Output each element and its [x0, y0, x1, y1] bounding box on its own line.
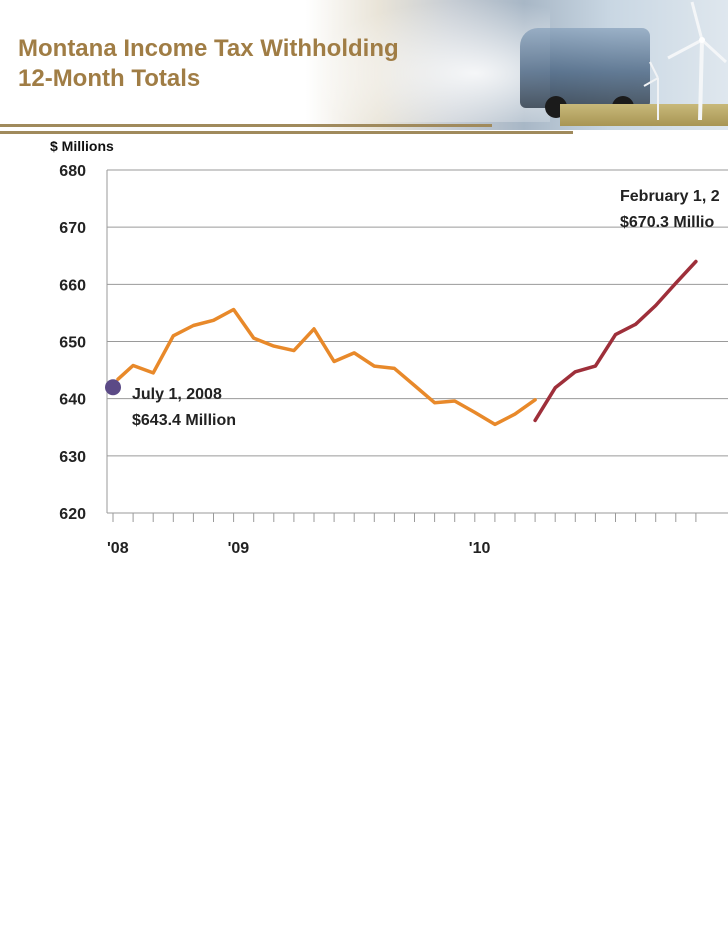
page-title: Montana Income Tax Withholding 12-Month … — [18, 34, 399, 94]
field-photo — [560, 104, 728, 126]
banner-glow — [300, 0, 550, 122]
title-line-2: 12-Month Totals — [18, 65, 201, 92]
y-tick-label: 640 — [59, 392, 86, 409]
x-tick-label: '10 — [469, 540, 491, 557]
header-banner — [0, 0, 728, 130]
truck-photo — [520, 28, 650, 108]
x-tick-label: '09 — [228, 540, 250, 557]
annotation-end-value: $670.3 Millio — [620, 214, 714, 231]
y-tick-label: 660 — [59, 277, 86, 294]
y-axis-ticks: 620 630 640 650 660 670 680 — [59, 163, 86, 523]
annotation-start-value: $643.4 Million — [132, 412, 236, 429]
x-axis-ticks: '08 '09 '10 — [107, 513, 697, 557]
annotation-start-date: July 1, 2008 — [132, 386, 222, 403]
title-rule-top — [0, 124, 492, 127]
series-line-historical — [116, 307, 537, 427]
y-tick-label: 630 — [59, 449, 86, 466]
y-tick-label: 680 — [59, 163, 86, 180]
wind-turbine-icon — [643, 1, 728, 121]
series-line-recent — [533, 259, 698, 423]
y-tick-label: 670 — [59, 220, 86, 237]
start-point-marker — [105, 379, 121, 396]
y-tick-label: 620 — [59, 506, 86, 523]
series-lines — [116, 259, 698, 427]
title-line-1: Montana Income Tax Withholding — [18, 35, 399, 62]
y-axis-unit-label: $ Millions — [50, 138, 114, 154]
y-tick-label: 650 — [59, 335, 86, 352]
annotation-end-date: February 1, 2 — [620, 188, 720, 205]
title-rule-bottom — [0, 131, 573, 134]
x-tick-label: '08 — [107, 540, 129, 557]
gridlines — [106, 169, 728, 514]
